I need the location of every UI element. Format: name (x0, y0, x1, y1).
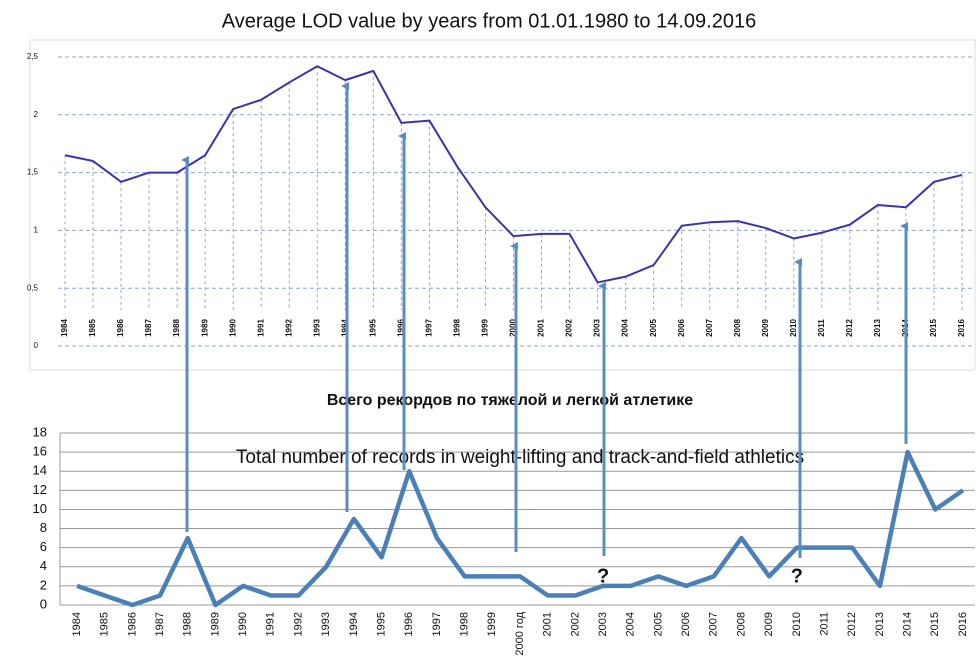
y-tick-label: 0 (34, 341, 39, 350)
y-tick-label: 2 (34, 110, 39, 119)
x-tick-label: 1995 (375, 612, 387, 636)
annotation: ? (597, 565, 609, 587)
x-tick-label: 2002 (565, 319, 574, 337)
x-tick-label: 2007 (708, 612, 720, 636)
y-tick-label: 12 (33, 482, 47, 497)
x-tick-label: 1997 (425, 319, 434, 337)
x-tick-label: 1988 (172, 319, 181, 337)
series-line (64, 65, 963, 284)
arrows (181, 82, 908, 558)
x-tick-label: 1991 (256, 319, 265, 337)
x-tick-label: 2000 год (514, 611, 526, 655)
x-tick-label: 1990 (228, 319, 237, 337)
x-tick-label: 1993 (320, 612, 332, 636)
x-tick-label: 1986 (116, 319, 125, 337)
x-tick-label: 2008 (733, 319, 742, 337)
x-tick-label: 2011 (817, 319, 826, 337)
top-frame (29, 39, 976, 371)
chart-title: Всего рекордов по тяжелой и легкой атлет… (327, 392, 693, 409)
y-tick-label: 2 (40, 577, 47, 592)
y-tick-label: 6 (40, 539, 47, 554)
x-tick-label: 2016 (957, 319, 966, 337)
x-tick-label: 1992 (292, 612, 304, 636)
x-tick-label: 1994 (340, 319, 349, 337)
x-tick-label: 2010 (789, 319, 798, 337)
x-tick-label: 2008 (735, 612, 747, 636)
series-line (76, 449, 965, 608)
y-tick-label: 10 (33, 501, 47, 516)
x-tick-label: 1986 (126, 612, 138, 636)
y-tick-label: 16 (33, 444, 47, 459)
x-tick-label: 1987 (154, 612, 166, 636)
x-tick-label: 1988 (182, 612, 194, 636)
chart-subtitle: Total number of records in weight-liftin… (236, 447, 804, 468)
x-tick-label: 1993 (312, 319, 321, 337)
x-tick-label: 2016 (957, 612, 969, 636)
x-tick-label: 1996 (396, 319, 405, 337)
x-tick-label: 2006 (680, 612, 692, 636)
x-tick-label: 2003 (597, 612, 609, 636)
x-tick-label: 1985 (88, 319, 97, 337)
x-tick-label: 1991 (265, 612, 277, 636)
x-tick-label: 1994 (348, 612, 360, 636)
x-tick-label: 2000 (509, 319, 518, 337)
x-tick-label: 1999 (481, 319, 490, 337)
x-tick-label: 2003 (593, 319, 602, 337)
annotation: ? (791, 565, 803, 587)
x-tick-label: 2015 (929, 319, 938, 337)
x-tick-label: 2006 (677, 319, 686, 337)
x-tick-label: 2005 (652, 612, 664, 636)
x-tick-label: 2009 (763, 612, 775, 636)
x-tick-label: 2014 (902, 612, 914, 636)
y-tick-label: 1 (34, 226, 39, 235)
y-tick-label: 2,5 (27, 52, 39, 61)
x-tick-label: 2009 (761, 319, 770, 337)
x-tick-label: 1996 (403, 612, 415, 636)
y-tick-label: 1,5 (27, 168, 39, 177)
x-tick-label: 2001 (537, 319, 546, 337)
y-tick-label: 0 (40, 596, 47, 611)
y-tick-label: 18 (33, 424, 47, 439)
y-tick-label: 14 (33, 463, 47, 478)
x-tick-label: 1997 (431, 612, 443, 636)
x-tick-label: 2002 (569, 612, 581, 636)
x-tick-label: 2007 (705, 319, 714, 337)
x-tick-label: 1998 (453, 319, 462, 337)
x-tick-label: 1985 (99, 612, 111, 636)
x-tick-label: 2001 (542, 612, 554, 636)
x-tick-label: 2011 (818, 612, 830, 636)
x-tick-label: 2004 (625, 612, 637, 636)
x-tick-label: 1999 (486, 612, 498, 636)
x-tick-label: 2010 (791, 612, 803, 636)
y-tick-label: 0,5 (27, 283, 39, 292)
x-tick-label: 2013 (874, 612, 886, 636)
x-tick-label: 2015 (929, 612, 941, 636)
x-tick-label: 1987 (144, 319, 153, 337)
x-tick-label: 1998 (459, 612, 471, 636)
y-tick-label: 4 (40, 558, 47, 573)
x-tick-label: 2013 (873, 319, 882, 337)
x-tick-label: 2012 (846, 612, 858, 636)
x-tick-label: 2005 (649, 319, 658, 337)
x-tick-label: 1989 (200, 319, 209, 337)
x-tick-label: 2004 (621, 319, 630, 337)
x-tick-label: 1984 (60, 319, 69, 337)
x-tick-label: 2012 (845, 319, 854, 337)
y-tick-label: 8 (40, 520, 47, 535)
x-tick-label: 1992 (284, 319, 293, 337)
x-tick-label: 1984 (71, 612, 83, 636)
x-tick-label: 1995 (368, 319, 377, 337)
x-tick-label: 1990 (237, 612, 249, 636)
x-tick-label: 1989 (209, 612, 221, 636)
chart-title: Average LOD value by years from 01.01.19… (222, 10, 756, 32)
